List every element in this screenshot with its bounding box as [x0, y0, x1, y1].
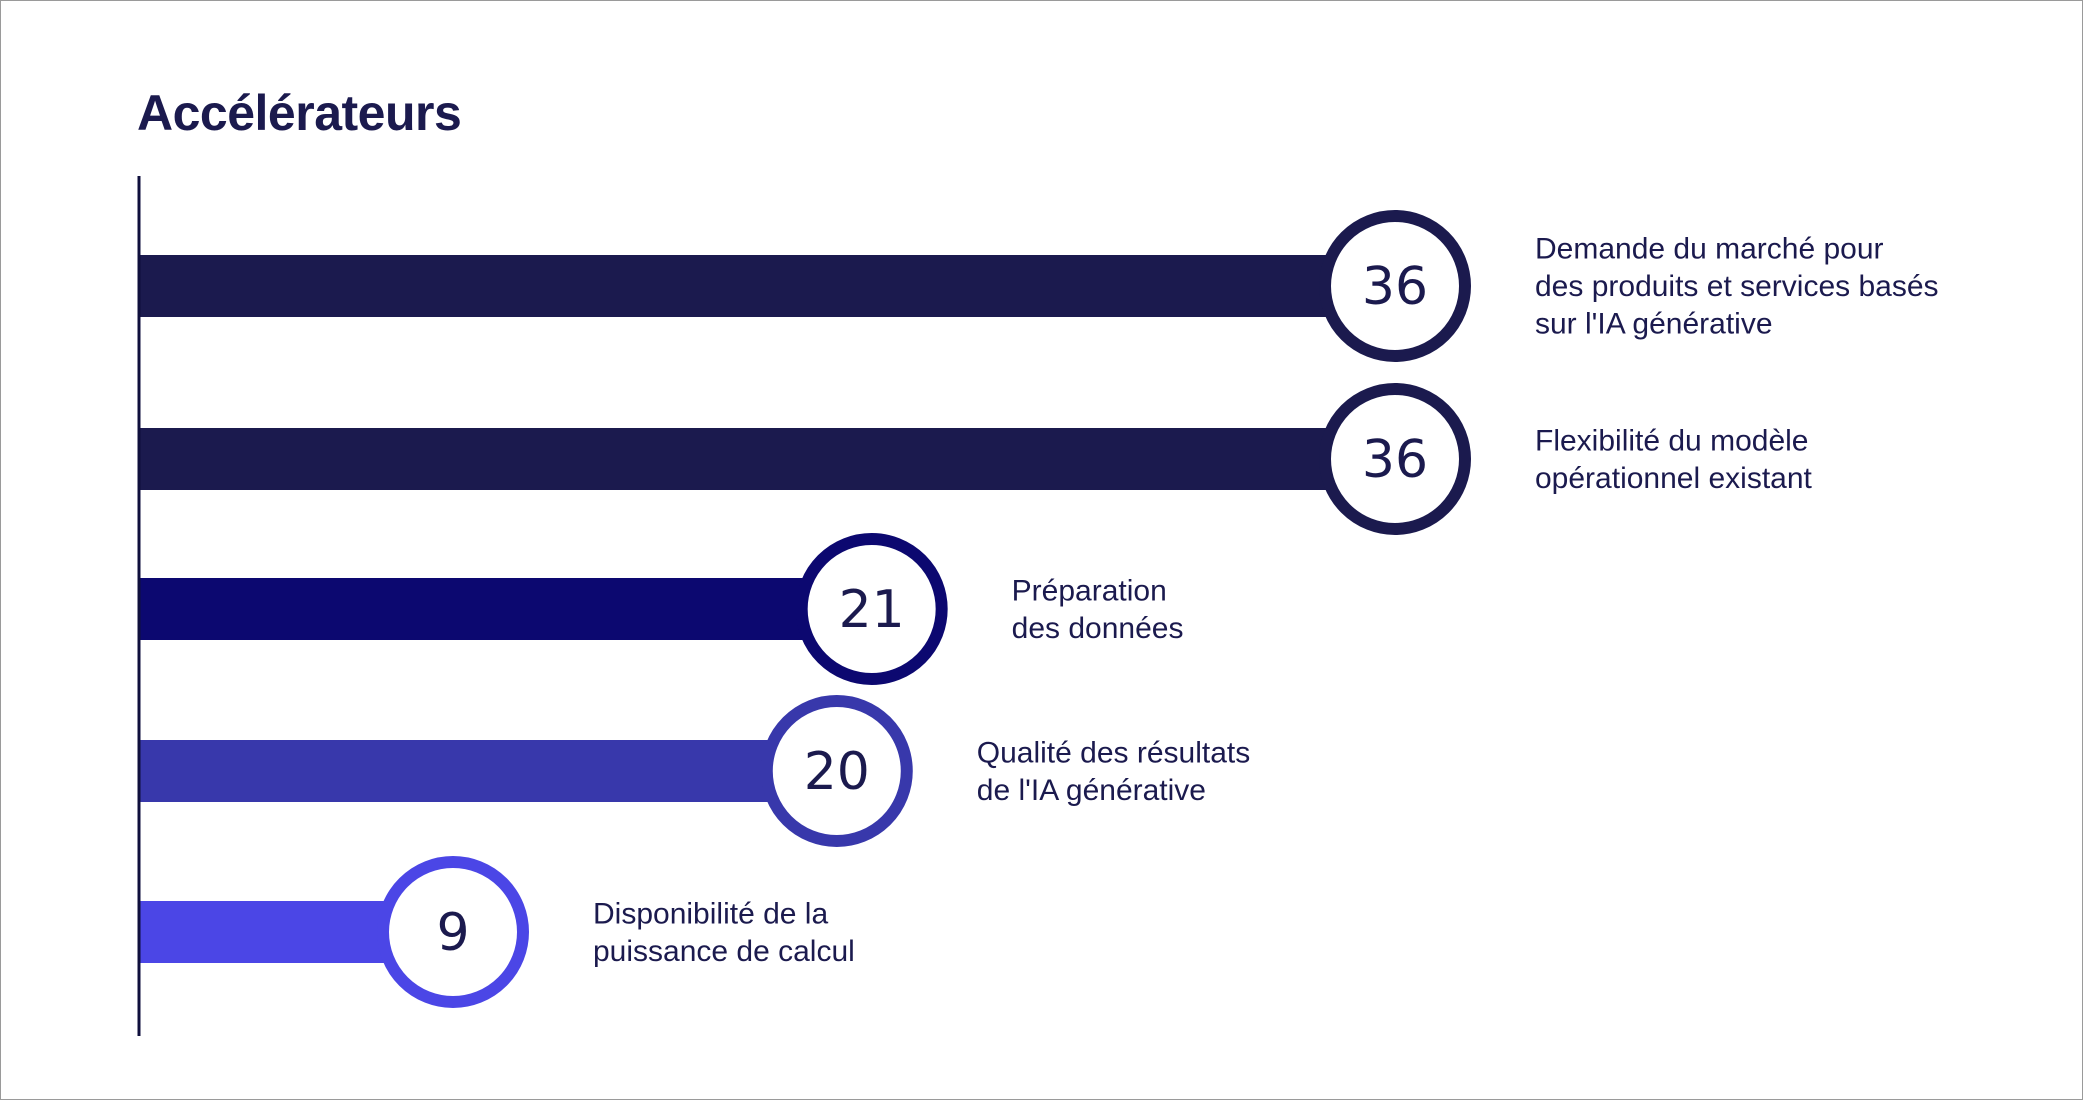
value-label: 9 — [436, 903, 469, 963]
bar — [139, 578, 872, 640]
category-label: Flexibilité du modèle opérationnel exista… — [1535, 424, 1813, 495]
category-label: Demande du marché pour des produits et se… — [1535, 233, 1939, 341]
value-label: 20 — [804, 742, 870, 802]
bar-group: 36 Flexibilité du modèle opérationnel exis… — [139, 383, 1813, 535]
value-label: 36 — [1362, 430, 1428, 490]
category-label: Préparation des données — [1012, 574, 1184, 645]
category-label: Disponibilité de la puissance de calcul — [593, 897, 855, 968]
value-marker — [377, 856, 529, 1008]
bar — [139, 428, 1395, 490]
value-marker — [760, 695, 913, 847]
value-marker — [795, 533, 948, 685]
bar — [139, 740, 837, 802]
bar-group: 20 Qualité des résultats de l'IA générativ… — [139, 695, 1250, 847]
value-label: 21 — [839, 580, 905, 640]
bar-group: 9 Disponibilité de la puissance de calcul — [139, 856, 855, 1008]
value-marker — [1319, 210, 1471, 362]
bar — [139, 255, 1395, 317]
category-label: Qualité des résultats de l'IA générative — [977, 736, 1250, 807]
value-marker — [1319, 383, 1471, 535]
bar-group: 21 Préparation des données — [139, 533, 1184, 685]
bars-layer: 36 Demande du marché pour des produits et … — [139, 210, 1939, 1008]
bar-group: 36 Demande du marché pour des produits et … — [139, 210, 1939, 362]
chart-title: Accélérateurs — [137, 85, 462, 141]
value-label: 36 — [1362, 257, 1428, 317]
